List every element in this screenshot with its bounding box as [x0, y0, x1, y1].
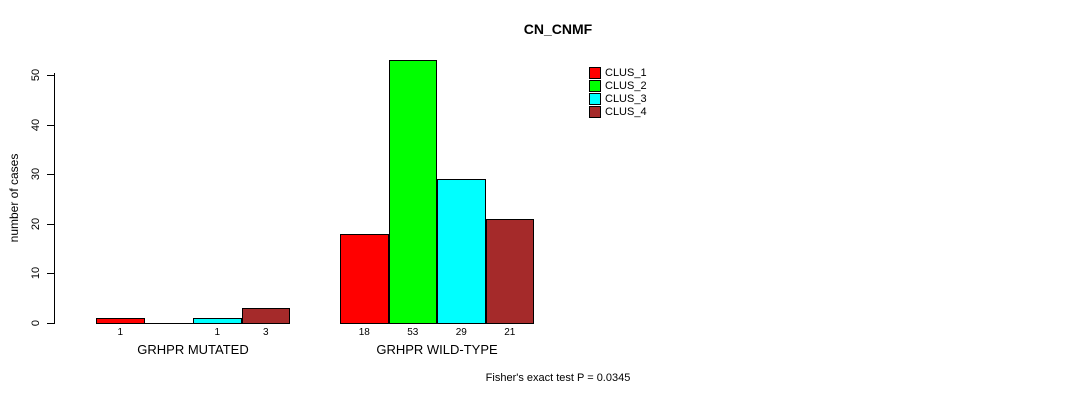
bar-value-label: 3	[262, 327, 269, 338]
legend-label: CLUS_2	[605, 80, 647, 92]
bar-value-label: 1	[214, 327, 221, 338]
y-tick-label: 0	[30, 319, 42, 327]
legend-swatch	[589, 106, 601, 118]
bar-value-label: 1	[117, 327, 124, 338]
y-tick-label: 30	[30, 168, 42, 181]
legend-label: CLUS_4	[605, 106, 647, 118]
y-tick-label: 40	[30, 118, 42, 131]
fisher-test-annotation: Fisher's exact test P = 0.0345	[485, 372, 631, 384]
y-tick-label: 20	[30, 217, 42, 230]
legend-swatch	[589, 80, 601, 92]
y-tick	[47, 223, 54, 225]
bar-value-label: 18	[358, 327, 370, 338]
bar	[241, 308, 290, 324]
bar	[485, 218, 534, 324]
y-tick-label: 50	[30, 68, 42, 82]
y-axis-line	[54, 73, 55, 324]
bar	[437, 179, 486, 324]
bar	[340, 233, 389, 324]
legend-swatch	[589, 93, 601, 105]
y-tick	[47, 124, 54, 126]
y-axis-title: number of cases	[7, 153, 21, 243]
x-axis-group-label: GRHPR MUTATED	[137, 342, 249, 357]
legend-label: CLUS_3	[605, 93, 647, 105]
y-tick	[47, 273, 54, 275]
y-tick-label: 10	[30, 267, 42, 280]
group-baseline	[340, 323, 534, 324]
y-tick	[47, 174, 54, 176]
bar-value-label: 53	[407, 327, 419, 338]
y-tick	[47, 323, 54, 324]
bar-value-label: 29	[455, 327, 467, 338]
y-tick	[47, 75, 54, 76]
x-axis-group-label: GRHPR WILD-TYPE	[376, 342, 498, 357]
chart-title: CN_CNMF	[523, 21, 593, 37]
bar-value-label: 21	[504, 327, 516, 338]
group-baseline	[96, 323, 290, 324]
bar	[388, 60, 437, 324]
legend-label: CLUS_1	[605, 67, 647, 79]
legend-swatch	[589, 67, 601, 79]
